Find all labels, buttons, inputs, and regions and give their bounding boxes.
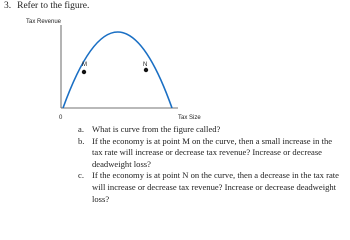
laffer-curve [62, 31, 173, 109]
item-letter: c. [78, 170, 84, 181]
page: 3. Refer to the figure. Tax Revenue 0 Tax… [4, 1, 339, 204]
point-m [81, 69, 87, 75]
item: a. What is curve from the figure called? [78, 124, 344, 136]
item: c. If the economy is at point N on the cu… [78, 170, 344, 205]
item-text: What is curve from the figure called? [92, 124, 221, 134]
question-prompt: Refer to the figure. [17, 1, 90, 11]
question-number: 3. [4, 1, 12, 11]
figure: Tax Revenue 0 Tax Size M N [26, 19, 201, 121]
item-list: a. What is curve from the figure called? … [78, 124, 344, 205]
point-label: N [143, 62, 147, 68]
x-axis-label: Tax Size [178, 115, 201, 121]
y-axis-label: Tax Revenue [26, 19, 62, 25]
item-letter: b. [78, 135, 85, 146]
item-letter: a. [78, 124, 84, 134]
point-n [143, 67, 149, 73]
question: 3. Refer to the figure. [4, 1, 95, 11]
origin-label: 0 [59, 115, 63, 121]
item-text: If the economy is at point N on the curv… [92, 170, 339, 204]
item-text: If the economy is at point M on the curv… [92, 135, 333, 169]
item: b. If the economy is at point M on the cu… [78, 136, 344, 171]
point-label: M [82, 62, 87, 68]
